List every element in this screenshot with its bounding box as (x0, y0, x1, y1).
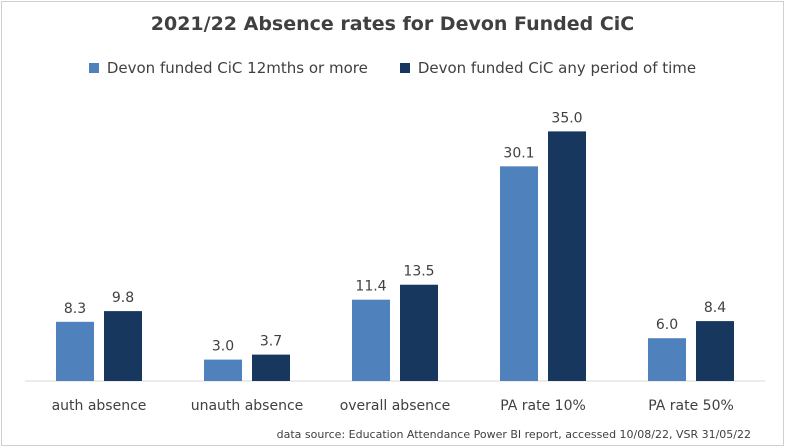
category-tick-label: PA rate 50% (648, 398, 734, 414)
bar-series-2-pa-rate-10- (548, 131, 586, 381)
bar-series-2-unauth-absence (252, 354, 290, 381)
bar-series-1-auth-absence (56, 321, 94, 381)
data-label: 6.0 (656, 317, 678, 333)
data-label: 8.4 (704, 300, 726, 316)
category-tick-label: PA rate 10% (500, 398, 586, 414)
bar-series-1-pa-rate-10- (500, 166, 538, 381)
category-tick-label: unauth absence (191, 398, 304, 414)
bar-series-2-pa-rate-50- (696, 321, 734, 381)
chart-title: 2021/22 Absence rates for Devon Funded C… (150, 13, 635, 35)
data-label: 3.7 (260, 334, 282, 350)
legend-label-series-2: Devon funded CiC any period of time (417, 59, 697, 77)
category-tick-label: auth absence (52, 398, 147, 414)
legend: Devon funded CiC 12mths or more Devon fu… (0, 57, 785, 79)
data-label: 8.3 (64, 301, 86, 317)
bar-series-2-overall-absence (400, 284, 438, 381)
legend-swatch-series-1 (88, 63, 99, 73)
data-label: 9.8 (112, 290, 134, 306)
source-note: data source: Education Attendance Power … (276, 428, 751, 441)
legend-item-series-1: Devon funded CiC 12mths or more (88, 59, 368, 77)
data-label: 3.0 (212, 339, 234, 355)
bar-series-1-unauth-absence (204, 359, 242, 381)
bar-series-1-pa-rate-50- (648, 338, 686, 381)
bar-series-2-auth-absence (104, 311, 142, 381)
legend-swatch-series-2 (399, 63, 410, 73)
legend-item-series-2: Devon funded CiC any period of time (399, 59, 697, 77)
data-label: 13.5 (403, 264, 434, 280)
bar-series-1-overall-absence (352, 299, 390, 381)
category-tick-label: overall absence (340, 398, 451, 414)
legend-label-series-1: Devon funded CiC 12mths or more (106, 59, 368, 77)
data-label: 35.0 (551, 110, 582, 126)
data-label: 30.1 (503, 145, 534, 161)
data-label: 11.4 (355, 279, 386, 295)
